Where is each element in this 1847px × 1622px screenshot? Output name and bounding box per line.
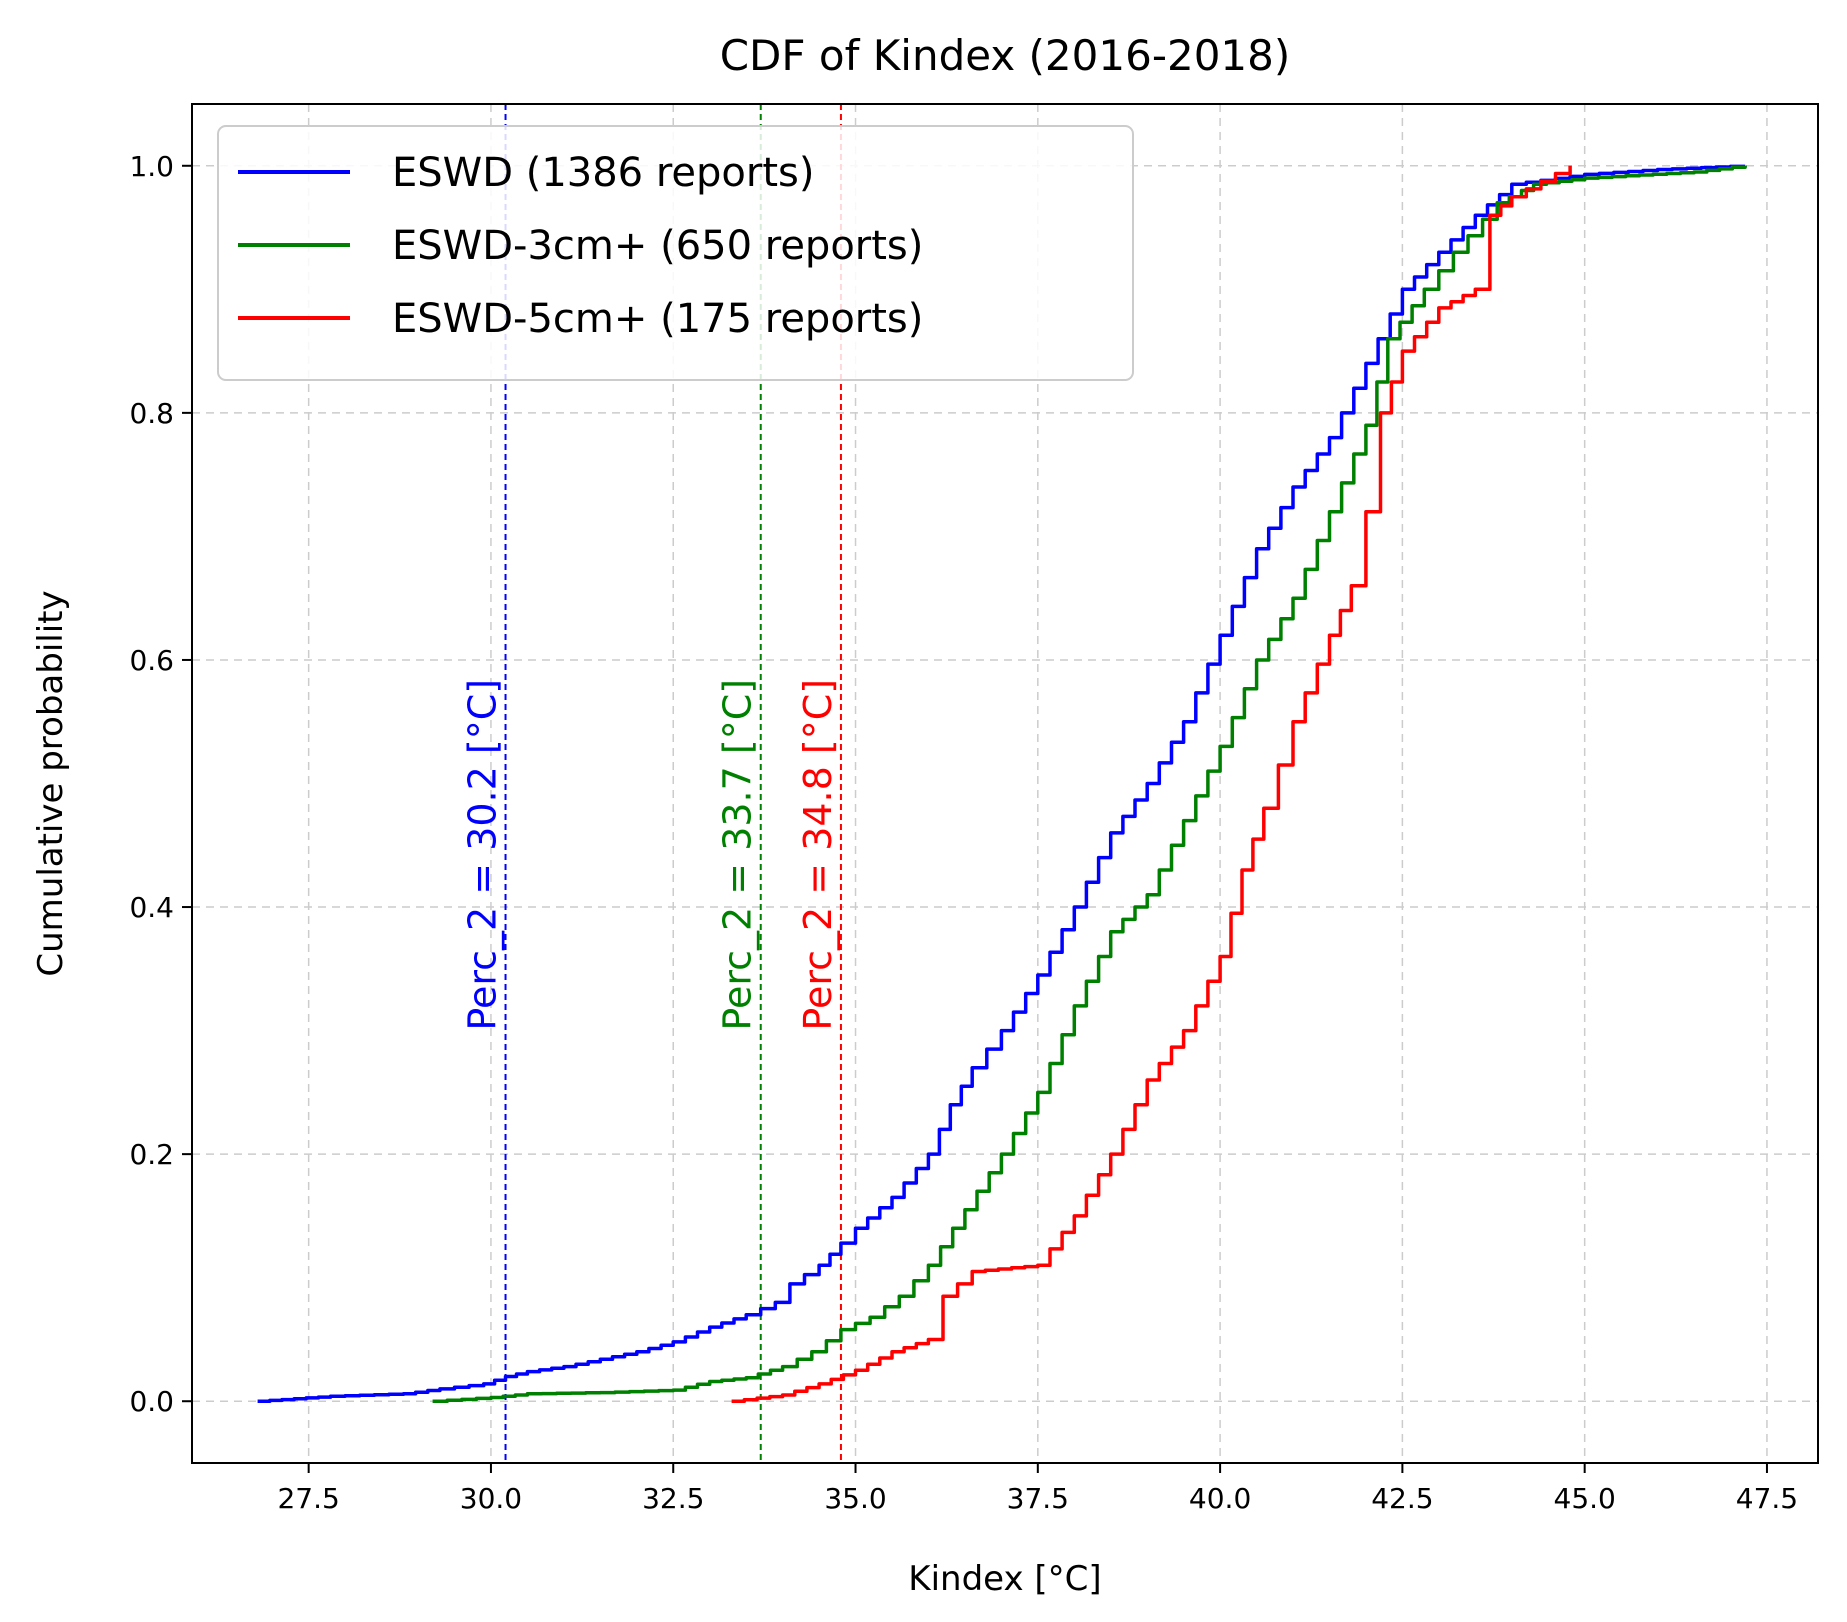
legend-label-2: ESWD-5cm+ (175 reports) [392,296,923,342]
legend: ESWD (1386 reports) ESWD-3cm+ (650 report… [217,125,1134,381]
series-lines [257,164,1747,1403]
x-tick-label: 35.0 [824,1482,886,1515]
percentile-label-1: Perc_2 = 33.7 [°C] [716,679,760,1031]
legend-label-0: ESWD (1386 reports) [392,150,814,196]
x-tick-label: 47.5 [1736,1482,1798,1515]
plot-frame [191,103,1819,1464]
y-tick-label: 0.4 [129,891,174,924]
x-tick-label: 37.5 [1007,1482,1069,1515]
y-tick-label: 0.6 [129,644,174,677]
y-axis-label: Cumulative probability [31,590,71,976]
legend-box [217,125,1134,381]
x-tick-label: 40.0 [1189,1482,1251,1515]
chart-title: CDF of Kindex (2016-2018) [720,31,1291,80]
x-tick-label: 45.0 [1554,1482,1616,1515]
percentile-label-0: Perc_2 = 30.2 [°C] [461,679,505,1031]
y-tick-label: 0.8 [129,397,174,430]
y-tick-label: 1.0 [129,150,174,183]
x-tick-label: 42.5 [1371,1482,1433,1515]
x-tick-label: 30.0 [460,1482,522,1515]
percentile-label-2: Perc_2 = 34.8 [°C] [796,679,840,1031]
percentile-lines: Perc_2 = 30.2 [°C] Perc_2 = 33.7 [°C] Perc… [461,104,842,1463]
y-tick-label: 0.2 [129,1138,174,1171]
x-axis-label: Kindex [°C] [908,1559,1101,1599]
y-tick-label: 0.0 [129,1385,174,1418]
x-tick-label: 32.5 [642,1482,704,1515]
x-axis-ticks: 27.5 30.0 32.5 35.0 37.5 40.0 42.5 45.0 47.5 [277,1463,1798,1515]
series-line-0 [257,164,1747,1403]
series-line-2 [731,165,1572,1403]
y-axis-ticks: 0.0 0.2 0.4 0.6 0.8 1.0 [129,150,192,1418]
legend-label-1: ESWD-3cm+ (650 reports) [392,223,923,269]
x-tick-label: 27.5 [277,1482,339,1515]
